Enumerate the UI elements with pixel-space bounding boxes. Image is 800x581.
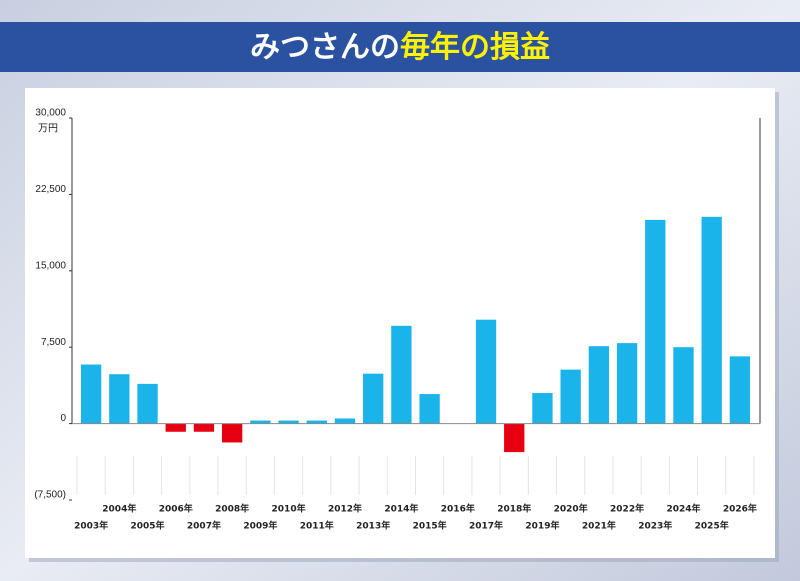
bar [165, 423, 186, 432]
bar [363, 373, 384, 424]
x-tick-label: 2022年 [610, 503, 644, 515]
x-tick-label: 2023年 [638, 520, 672, 532]
y-tick-label: (7,500) [34, 490, 66, 501]
bar [729, 356, 751, 424]
bar [475, 319, 497, 424]
bar [80, 364, 102, 424]
title-highlight: 毎年の損益 [400, 30, 550, 65]
x-tick-label: 2005年 [130, 520, 164, 532]
bar [588, 346, 610, 424]
x-tick-label: 2025年 [695, 520, 729, 532]
bar [419, 394, 440, 424]
x-tick-label: 2011年 [300, 520, 334, 532]
bar [221, 423, 243, 443]
x-tick-label: 2012年 [328, 503, 362, 515]
x-tick-label: 2021年 [582, 520, 616, 532]
y-unit: 万円 [38, 124, 58, 135]
y-tick-label: 22,500 [35, 184, 66, 195]
y-tick-label: 30,000 [35, 108, 66, 119]
x-tick-label: 2014年 [384, 503, 418, 515]
y-tick-label: 7,500 [41, 337, 66, 348]
bar [645, 219, 666, 424]
x-tick-label: 2026年 [723, 503, 757, 515]
bar [109, 374, 130, 424]
x-tick-label: 2020年 [554, 503, 588, 515]
x-tick-label: 2009年 [243, 520, 277, 532]
y-tick-label: 0 [60, 413, 66, 424]
x-tick-label: 2004年 [102, 503, 136, 515]
title-main: みつさんの [250, 30, 400, 65]
x-tick-label: 2007年 [187, 520, 221, 532]
bar [504, 423, 525, 453]
bar [306, 420, 327, 424]
title-band [0, 22, 800, 72]
x-tick-label: 2018年 [497, 503, 531, 515]
bar [532, 393, 553, 424]
x-tick-label: 2013年 [356, 520, 390, 532]
x-tick-label: 2017年 [469, 520, 503, 532]
x-tick-label: 2024年 [666, 503, 700, 515]
bar [334, 418, 356, 424]
bar [701, 216, 722, 424]
y-tick-label: 15,000 [35, 260, 66, 271]
x-tick-label: 2016年 [441, 503, 475, 515]
x-tick-label: 2010年 [272, 503, 306, 515]
x-tick-label: 2003年 [74, 520, 108, 532]
x-tick-label: 2008年 [215, 503, 249, 515]
bar [250, 420, 271, 424]
bar [616, 343, 638, 424]
bar [391, 325, 412, 424]
bar [278, 420, 299, 424]
bar [560, 369, 581, 424]
bar [193, 423, 215, 432]
x-tick-label: 2006年 [159, 503, 193, 515]
bar [673, 347, 694, 424]
bar [137, 383, 158, 424]
x-tick-label: 2019年 [525, 520, 559, 532]
x-tick-label: 2015年 [413, 520, 447, 532]
chart-title: みつさんの毎年の損益 [250, 30, 550, 65]
